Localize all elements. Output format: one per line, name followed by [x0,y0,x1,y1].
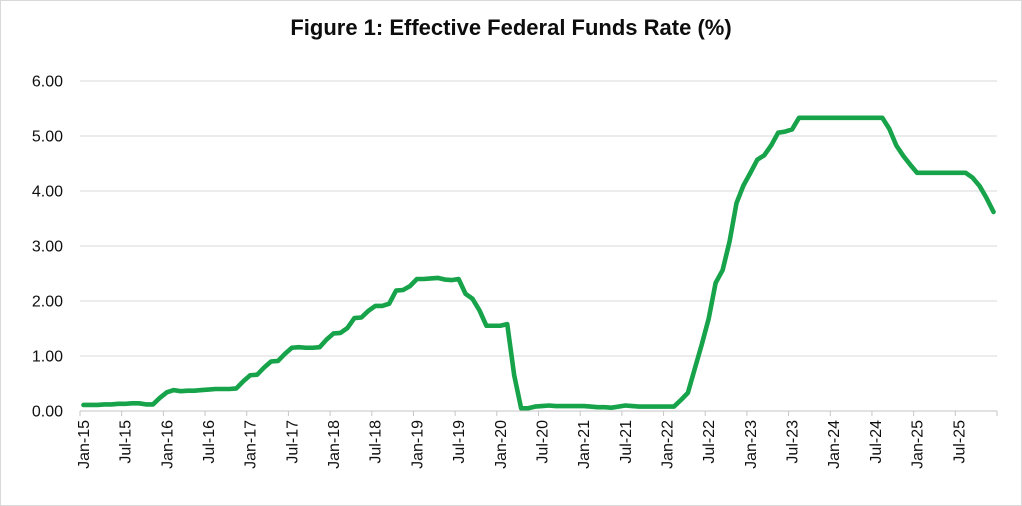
x-tick-label: Jul-23 [785,420,802,464]
x-tick-label: Jul-17 [284,420,301,464]
x-tick-label: Jan-18 [326,420,343,469]
x-tick-label: Jan-20 [493,420,510,469]
x-tick-label: Jan-16 [159,420,176,469]
x-tick-label: Jul-20 [534,420,551,464]
x-tick-label: Jan-19 [409,420,426,469]
x-tick-label: Jul-15 [118,420,135,464]
y-tick-label: 1.00 [32,349,63,366]
effr-line-series [81,115,996,411]
x-axis-labels: Jan-15 Jul-15 Jan-16 Jul-16 Jan-17 Jul-17 Jan-… [76,420,968,469]
x-tick-label: Jan-24 [826,420,843,469]
y-tick-label: 2.00 [32,294,63,311]
x-tick-label: Jul-21 [618,420,635,464]
x-tick-label: Jul-16 [201,420,218,464]
x-tick-label: Jul-24 [868,420,885,464]
y-tick-label: 4.00 [32,184,63,201]
x-axis [79,410,998,416]
gridlines [80,80,997,357]
y-tick-label: 6.00 [32,74,63,91]
x-tick-label: Jul-19 [451,420,468,464]
y-axis-labels: 6.00 5.00 4.00 3.00 2.00 1.00 0.00 [32,74,63,421]
y-tick-label: 3.00 [32,239,63,256]
x-tick-label: Jul-25 [951,420,968,464]
x-tick-label: Jan-17 [243,420,260,469]
x-tick-label: Jul-18 [368,420,385,464]
y-tick-label: 0.00 [32,404,63,421]
chart-title: Figure 1: Effective Federal Funds Rate (… [290,15,732,40]
x-tick-label: Jul-22 [701,420,718,464]
x-tick-label: Jan-22 [660,420,677,469]
x-tick-label: Jan-21 [576,420,593,469]
y-tick-label: 5.00 [32,129,63,146]
x-tick-label: Jan-23 [743,420,760,469]
x-tick-label: Jan-25 [910,420,927,469]
x-tick-label: Jan-15 [76,420,93,469]
